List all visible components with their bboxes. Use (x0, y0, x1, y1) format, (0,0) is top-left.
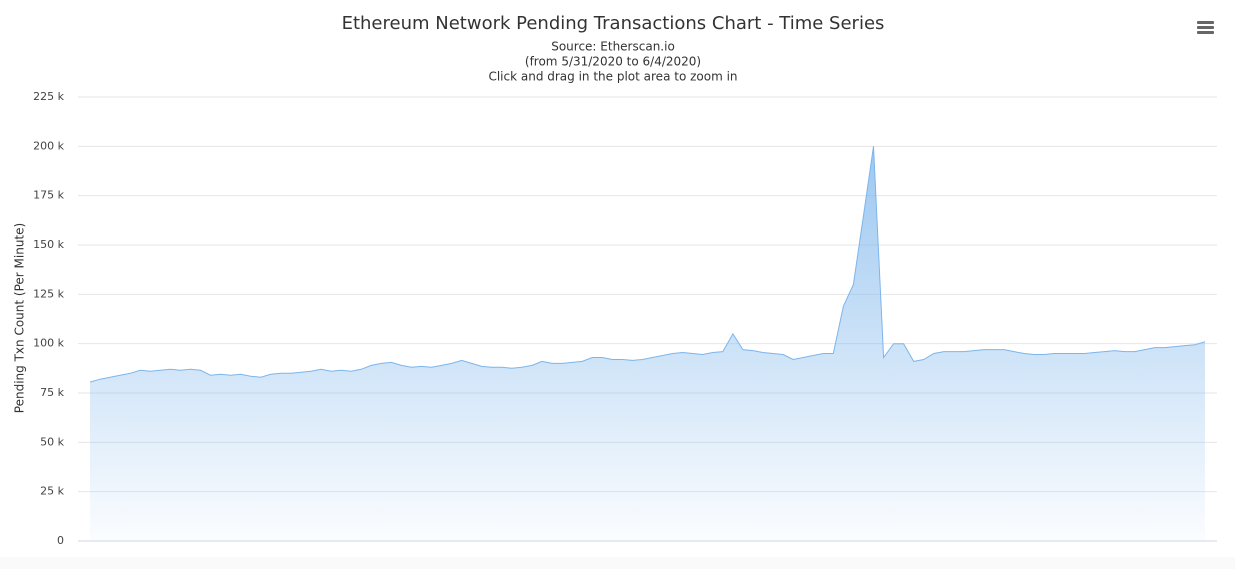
area-fill (90, 146, 1205, 542)
y-tick-label: 25 k (40, 485, 64, 498)
chart-title: Ethereum Network Pending Transactions Ch… (342, 13, 885, 34)
subtitle: Click and drag in the plot area to zoom … (488, 70, 737, 84)
y-tick-label: 50 k (40, 435, 64, 448)
y-tick-label: 125 k (33, 287, 64, 300)
menu-bar (1197, 26, 1214, 29)
y-tick-label: 175 k (33, 189, 64, 202)
menu-bar (1197, 21, 1214, 24)
y-tick-label: 200 k (33, 139, 64, 152)
y-tick-label: 100 k (33, 337, 64, 350)
y-axis-label: Pending Txn Count (Per Minute) (13, 223, 27, 413)
y-tick-label: 150 k (33, 238, 64, 251)
area-line (89, 146, 1206, 383)
footer-band (0, 557, 1235, 569)
menu-bar (1197, 31, 1214, 34)
y-tick-label: 75 k (40, 386, 64, 399)
menu-button[interactable] (1197, 21, 1214, 34)
y-tick-label: 225 k (33, 90, 64, 103)
y-tick-label: 0 (57, 534, 64, 547)
subtitle: (from 5/31/2020 to 6/4/2020) (525, 55, 701, 69)
subtitle: Source: Etherscan.io (551, 40, 675, 54)
